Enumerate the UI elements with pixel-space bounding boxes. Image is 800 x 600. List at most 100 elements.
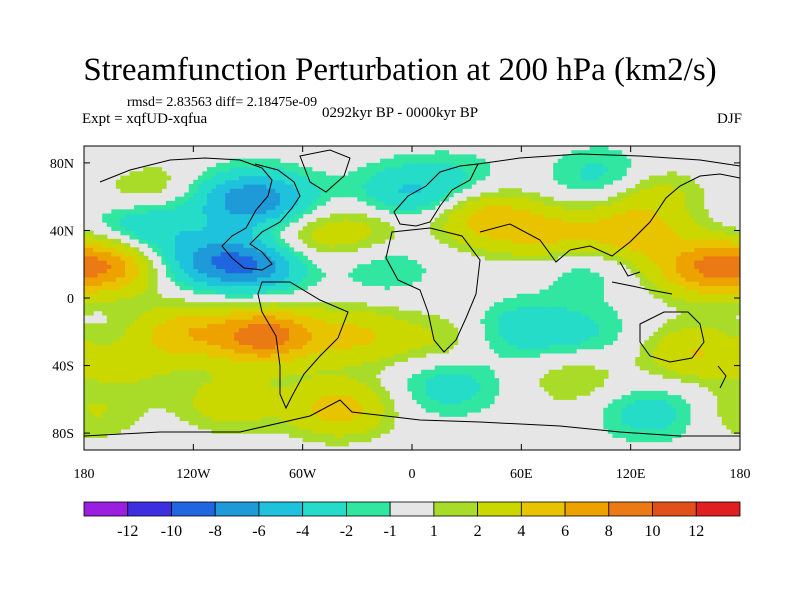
field-cell [343, 319, 349, 324]
field-cell [152, 213, 158, 219]
field-cell [184, 407, 190, 413]
field-cell [430, 340, 436, 346]
field-cell [480, 247, 486, 253]
field-cell [471, 209, 477, 215]
field-cell [289, 382, 295, 388]
field-cell [484, 200, 491, 206]
field-cell [266, 289, 272, 295]
field-cell [248, 344, 254, 350]
field-cell [316, 306, 322, 312]
field-cell [484, 314, 491, 320]
field-cell [393, 319, 399, 324]
field-cell [266, 378, 272, 384]
field-cell [211, 285, 217, 291]
field-cell [179, 399, 185, 405]
field-cell [266, 306, 272, 312]
field-cell [357, 352, 363, 358]
field-cell [270, 327, 276, 333]
field-cell [412, 264, 418, 270]
field-cell [84, 276, 90, 282]
field-cell [330, 403, 336, 409]
field-cell [225, 200, 231, 206]
field-cell [289, 285, 295, 291]
field-cell [366, 196, 372, 202]
field-cell [147, 293, 153, 299]
field-cell [343, 378, 349, 384]
field-cell [179, 327, 185, 333]
field-cell [320, 433, 327, 438]
field-cell [229, 374, 235, 379]
field-cell [307, 184, 313, 189]
field-cell [389, 403, 395, 409]
field-cell [220, 352, 226, 358]
field-cell [507, 306, 513, 312]
field-cell [102, 369, 108, 375]
field-cell [125, 344, 131, 350]
field-cell [170, 382, 176, 388]
field-cell [361, 310, 368, 316]
field-cell [234, 238, 240, 244]
field-cell [225, 285, 231, 291]
field-cell [562, 382, 568, 388]
field-cell [348, 344, 354, 350]
field-cell [535, 340, 541, 346]
field-cell [503, 247, 509, 253]
field-cell [193, 361, 199, 367]
field-cell [307, 238, 313, 244]
field-cell [516, 348, 522, 354]
field-cell [93, 260, 99, 265]
field-cell [366, 386, 372, 392]
field-cell [134, 319, 140, 324]
field-cell [302, 352, 308, 358]
field-cell [207, 319, 213, 324]
field-cell [147, 403, 153, 409]
field-cell [325, 175, 331, 181]
field-cell [352, 428, 358, 434]
field-cell [243, 331, 249, 337]
field-cell [275, 264, 281, 270]
field-cell [375, 272, 381, 278]
field-cell [330, 188, 336, 194]
field-cell [548, 319, 554, 324]
field-cell [443, 399, 450, 405]
field-cell [439, 192, 445, 198]
field-cell [330, 302, 336, 308]
field-cell [293, 175, 299, 181]
field-cell [252, 247, 258, 253]
field-cell [457, 403, 463, 409]
field-cell [380, 268, 386, 274]
field-cell [453, 209, 459, 215]
field-cell [270, 416, 276, 422]
field-cell [434, 386, 440, 392]
field-cell [284, 171, 290, 177]
field-cell [553, 382, 559, 388]
field-cell [257, 171, 263, 177]
field-cell [152, 344, 158, 350]
field-cell [279, 424, 286, 430]
field-cell [197, 319, 204, 324]
field-cell [430, 399, 436, 405]
field-cell [152, 340, 158, 346]
field-cell [93, 420, 99, 426]
field-cell [88, 260, 94, 265]
field-cell [311, 205, 317, 210]
field-cell [120, 260, 126, 265]
field-cell [257, 260, 263, 265]
field-cell [380, 327, 386, 333]
field-cell [170, 226, 176, 232]
field-cell [503, 344, 509, 350]
field-cell [279, 319, 286, 324]
field-cell [352, 327, 358, 333]
field-cell [302, 184, 308, 189]
field-cell [243, 369, 249, 375]
field-cell [489, 213, 495, 219]
field-cell [184, 323, 190, 329]
field-cell [498, 222, 504, 227]
field-cell [115, 213, 122, 219]
field-cell [106, 403, 112, 409]
field-cell [211, 230, 217, 236]
field-cell [361, 276, 368, 282]
field-cell [261, 399, 267, 405]
field-cell [93, 234, 99, 240]
field-cell [298, 230, 304, 236]
